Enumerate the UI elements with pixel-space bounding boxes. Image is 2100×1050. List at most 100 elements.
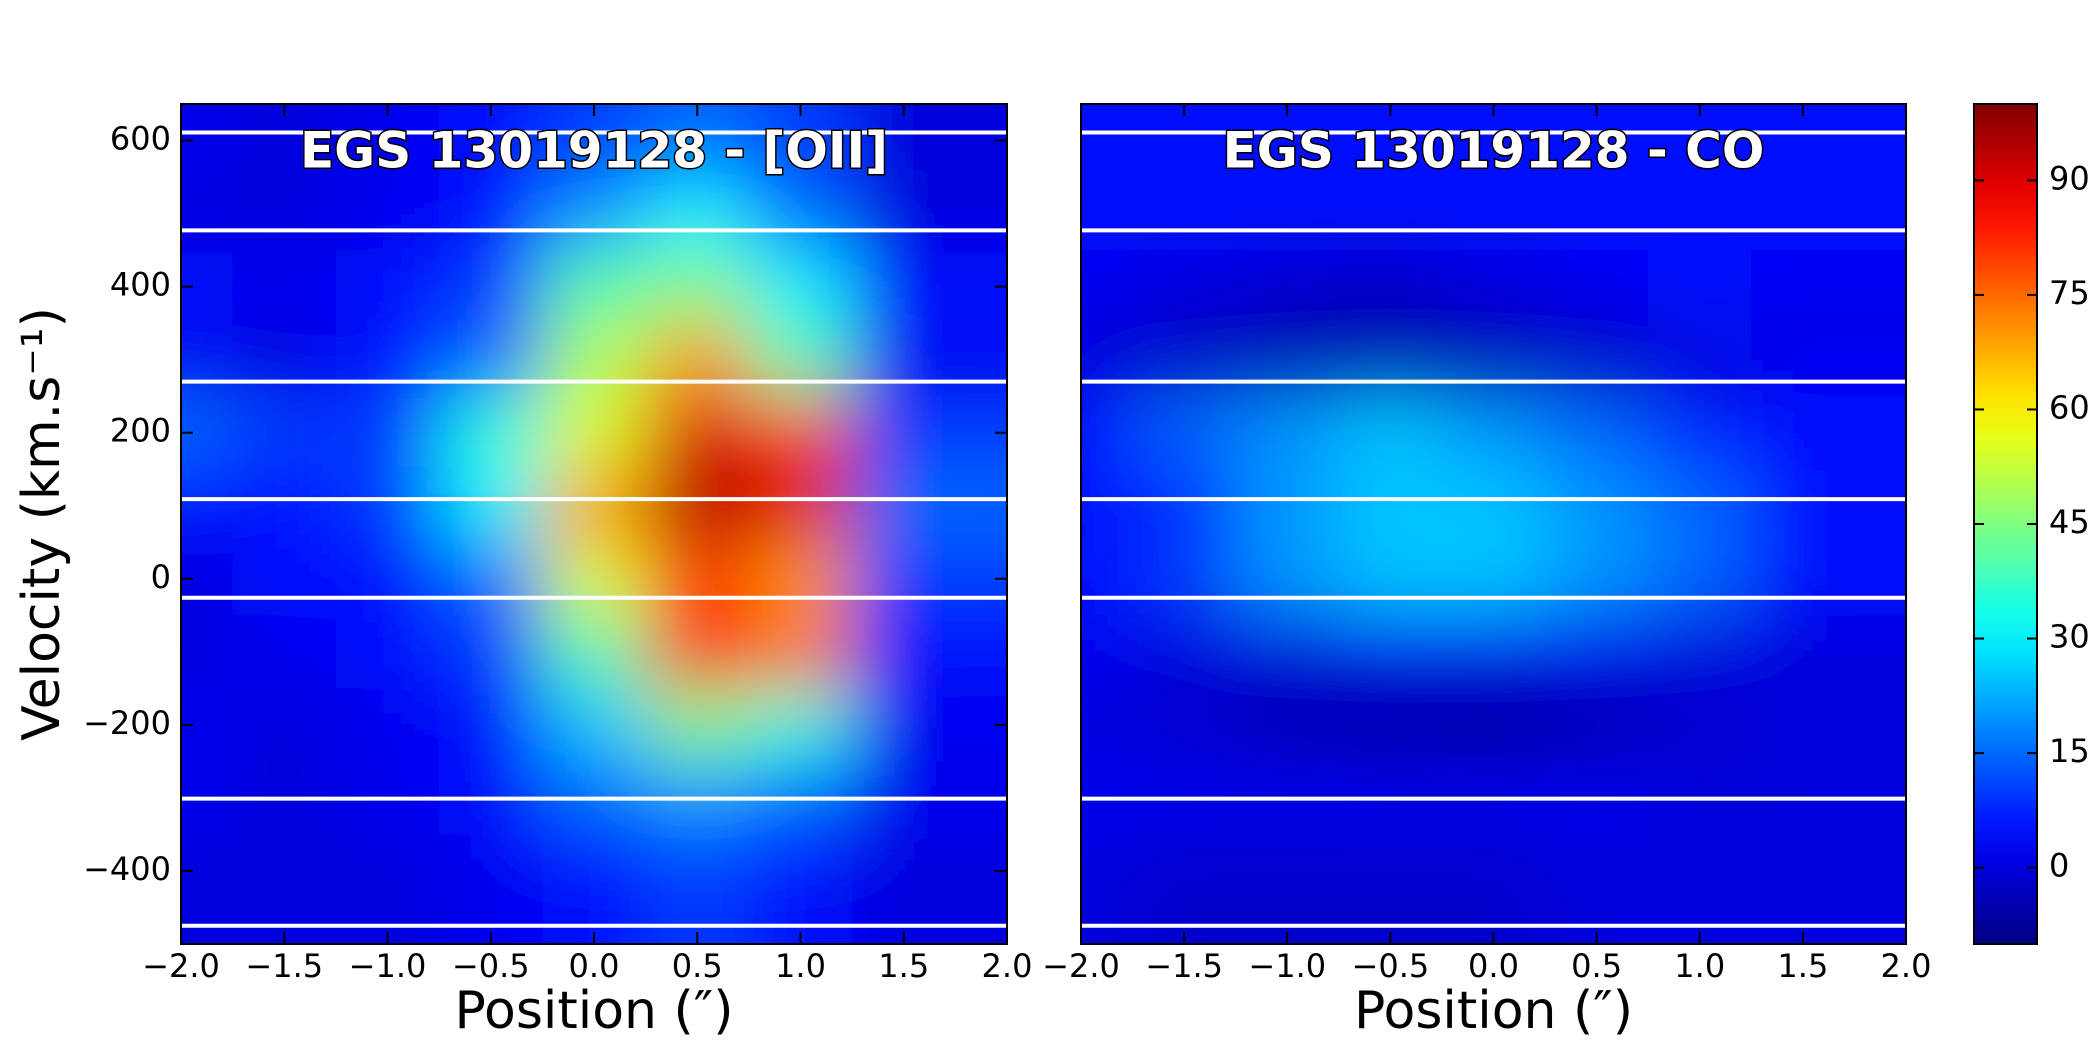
x-tick-label: 2.0	[982, 947, 1033, 985]
heatmap-cell	[1648, 469, 1752, 543]
heatmap-cell	[1751, 250, 1906, 324]
x-tick-label: 0.5	[672, 947, 723, 985]
x-tick-label: 1.0	[1674, 947, 1725, 985]
heatmap-cell	[1751, 396, 1906, 470]
heatmap-cell	[335, 250, 440, 324]
heatmap-cell	[1132, 542, 1236, 616]
heatmap-cell	[1441, 396, 1546, 470]
heatmap-cell	[1441, 542, 1546, 616]
plot-area	[181, 104, 1007, 944]
x-tick-label: −0.5	[452, 947, 530, 985]
heatmap-cell	[645, 615, 749, 689]
heatmap-cell	[1235, 469, 1339, 543]
colorbar-tick-label: 30	[2049, 618, 2090, 656]
heatmap-cell	[1648, 177, 1752, 251]
heatmap-cell	[748, 615, 853, 689]
heatmap-cell	[232, 542, 336, 616]
heatmap-cell	[1235, 542, 1339, 616]
heatmap-cell	[542, 469, 646, 543]
heatmap-cell	[1751, 177, 1906, 251]
heatmap-cell	[335, 323, 440, 397]
heatmap-cell	[1338, 323, 1442, 397]
x-tick-label: −1.0	[1248, 947, 1326, 985]
heatmap-cell	[335, 469, 440, 543]
heatmap-cell	[748, 688, 853, 762]
heatmap-cell	[542, 396, 646, 470]
heatmap-cell	[1648, 542, 1752, 616]
heatmap-cell	[1441, 615, 1546, 689]
panel-title: EGS 13019128 - [OII]	[300, 122, 888, 180]
heatmap-cell	[645, 469, 749, 543]
heatmap-cell	[439, 542, 543, 616]
heatmap-cell	[1648, 688, 1752, 762]
x-tick-label: −2.0	[142, 947, 220, 985]
x-tick-label: −1.0	[349, 947, 427, 985]
heatmap-cell	[439, 469, 543, 543]
heatmap-cell	[1648, 323, 1752, 397]
heatmap	[181, 104, 1007, 944]
heatmap-cell	[1441, 688, 1546, 762]
x-tick-label: 1.5	[1777, 947, 1828, 985]
heatmap-cell	[1441, 250, 1546, 324]
x-axis-label: Position (″)	[455, 981, 734, 1041]
heatmap-cell	[748, 542, 853, 616]
y-tick-label: −200	[83, 704, 171, 742]
heatmap-cell	[1545, 250, 1649, 324]
heatmap-cell	[542, 542, 646, 616]
colorbar	[1973, 103, 2038, 945]
heatmap-cell	[1132, 323, 1236, 397]
heatmap-cell	[748, 250, 853, 324]
heatmap-cell	[1545, 396, 1649, 470]
heatmap-cell	[1235, 177, 1339, 251]
x-tick-label: 1.5	[878, 947, 929, 985]
heatmap-cell	[335, 177, 440, 251]
y-tick-label: −400	[83, 850, 171, 888]
heatmap-cell	[645, 688, 749, 762]
x-tick-label: −0.5	[1352, 947, 1430, 985]
heatmap-cell	[335, 615, 440, 689]
heatmap-cell	[1338, 469, 1442, 543]
x-tick-label: −2.0	[1042, 947, 1120, 985]
y-tick-label: 200	[110, 412, 171, 450]
heatmap-cell	[1235, 250, 1339, 324]
heatmap-cell	[542, 323, 646, 397]
heatmap-cell	[1338, 615, 1442, 689]
x-tick-label: 2.0	[1881, 947, 1932, 985]
heatmap-cell	[852, 177, 1007, 251]
heatmap-cell	[1751, 469, 1906, 543]
x-tick-label: 0.0	[1468, 947, 1519, 985]
heatmap-cell	[1648, 615, 1752, 689]
colorbar-tick-label: 90	[2049, 159, 2090, 197]
colorbar-tick-label: 60	[2049, 388, 2090, 426]
plot-area	[1081, 104, 1906, 944]
heatmap-cell	[1132, 250, 1236, 324]
heatmap-cell	[645, 323, 749, 397]
x-tick-label: 0.5	[1571, 947, 1622, 985]
heatmap-cell	[645, 177, 749, 251]
heatmap-cell	[1751, 688, 1906, 762]
heatmap-cell	[1648, 396, 1752, 470]
heatmap-cell	[1545, 688, 1649, 762]
heatmap-cell	[1338, 177, 1442, 251]
heatmap-cell	[748, 177, 853, 251]
heatmap-cell	[645, 542, 749, 616]
heatmap-cell	[645, 396, 749, 470]
heatmap-cell	[1132, 688, 1236, 762]
heatmap-cell	[439, 396, 543, 470]
heatmap-cell	[1338, 250, 1442, 324]
x-tick-label: 1.0	[775, 947, 826, 985]
heatmap-cell	[1338, 396, 1442, 470]
heatmap-cell	[1441, 469, 1546, 543]
heatmap-cell	[1235, 615, 1339, 689]
heatmap-cell	[1545, 542, 1649, 616]
heatmap-cell	[232, 250, 336, 324]
x-axis-label: Position (″)	[1354, 981, 1633, 1041]
y-tick-label: 400	[110, 266, 171, 304]
y-tick-label: 0	[151, 558, 171, 596]
heatmap-cell	[335, 542, 440, 616]
heatmap-cell	[1338, 542, 1442, 616]
heatmap-cell	[1132, 469, 1236, 543]
heatmap-cell	[1545, 469, 1649, 543]
heatmap-cell	[1441, 323, 1546, 397]
